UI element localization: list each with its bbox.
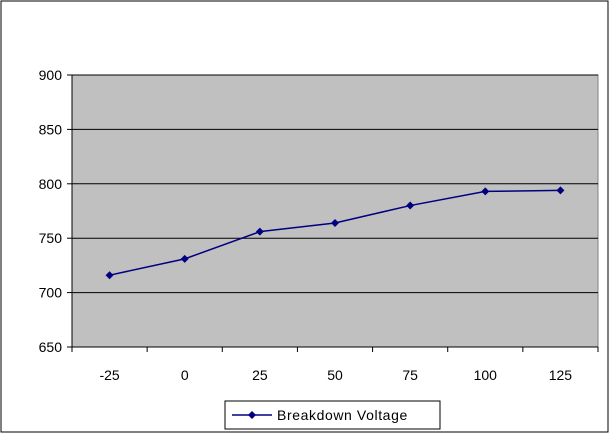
data-point-marker: [331, 218, 339, 227]
y-tick-label: 650: [39, 339, 63, 355]
x-tick-label: 0: [181, 367, 189, 383]
series-breakdown-voltage: [105, 186, 565, 280]
legend-marker-diamond: [248, 411, 256, 419]
y-axis: 650 700 750 800 850 900: [39, 67, 73, 355]
legend: Breakdown Voltage: [224, 400, 441, 430]
y-tick-label: 700: [39, 285, 63, 301]
x-tick-label: 50: [327, 367, 343, 383]
y-tick-label: 750: [39, 230, 63, 246]
y-tick-label: 850: [39, 121, 63, 137]
data-point-marker: [180, 254, 189, 263]
gridlines: [72, 74, 598, 294]
x-tick-label: 75: [402, 367, 418, 383]
x-tick-label: 25: [252, 367, 268, 383]
x-axis: -25 0 25 50 75 100 125: [71, 346, 599, 383]
data-point-marker: [255, 227, 264, 236]
plot-area: [71, 74, 599, 348]
data-point-marker: [556, 186, 565, 195]
x-tick-label: -25: [99, 367, 119, 383]
data-point-marker: [406, 201, 415, 210]
y-tick-label: 800: [39, 176, 63, 192]
data-point-marker: [105, 271, 114, 280]
y-tick-label: 900: [39, 67, 63, 83]
data-point-marker: [481, 187, 490, 196]
x-tick-label: 100: [474, 367, 498, 383]
x-tick-label: 125: [549, 367, 573, 383]
legend-label: Breakdown Voltage: [277, 407, 408, 423]
